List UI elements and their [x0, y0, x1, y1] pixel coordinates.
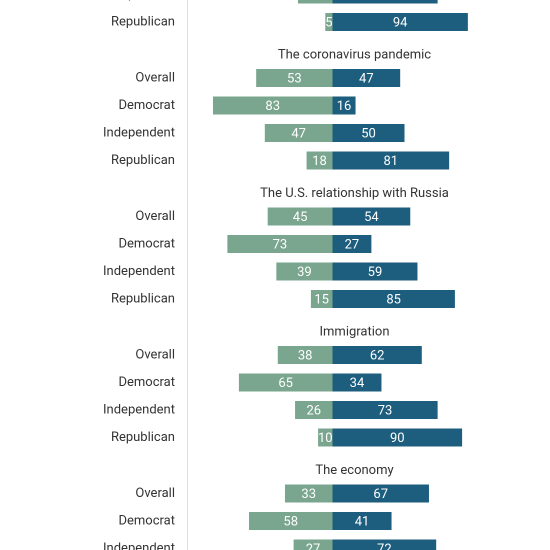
- row-label: Overall: [135, 209, 175, 224]
- bar-right: [332, 539, 437, 550]
- row-label: Republican: [111, 153, 175, 168]
- bar-left: [284, 484, 333, 503]
- bar-left: [306, 151, 333, 170]
- row-label: Overall: [135, 70, 175, 85]
- bar-left: [248, 512, 333, 530]
- group-title: The coronavirus pandemic: [278, 47, 431, 62]
- value-label: 5: [325, 15, 332, 30]
- row-label: Republican: [111, 291, 175, 306]
- value-label: 27: [345, 237, 360, 252]
- value-label: 85: [386, 292, 401, 307]
- row-label: Republican: [111, 14, 175, 29]
- bar-left: [267, 207, 333, 226]
- value-label: 81: [384, 154, 399, 169]
- value-label: 39: [297, 265, 312, 280]
- bar-left: [256, 69, 333, 87]
- bar-left: [264, 124, 333, 142]
- bar-left: [212, 96, 333, 115]
- bar-left: [310, 290, 333, 308]
- row-label: Independent: [103, 402, 175, 417]
- bar-right: [332, 373, 382, 392]
- row-label: Democrat: [118, 513, 175, 528]
- value-label: 33: [301, 487, 316, 502]
- value-label: 34: [350, 376, 365, 391]
- value-label: 16: [337, 99, 352, 114]
- value-label: 15: [314, 292, 329, 307]
- row-label: Democrat: [118, 98, 175, 113]
- value-label: 72: [377, 542, 392, 550]
- value-label: 45: [293, 210, 308, 225]
- bar-left: [318, 428, 333, 447]
- row-label: Overall: [135, 486, 175, 501]
- value-label: 27: [306, 542, 321, 550]
- bar-right: [332, 235, 372, 253]
- bar-left: [238, 373, 333, 392]
- row-label: Democrat: [118, 375, 175, 390]
- value-label: 73: [273, 237, 288, 252]
- value-label: 50: [361, 126, 376, 141]
- bar-right: [332, 484, 429, 503]
- value-label: 41: [355, 514, 370, 529]
- bar-right: [332, 428, 463, 447]
- bar-right: [332, 512, 392, 530]
- value-label: 47: [359, 71, 374, 86]
- value-label: 83: [265, 99, 280, 114]
- row-label: Republican: [111, 430, 175, 445]
- value-label: 90: [390, 431, 405, 446]
- bar-left: [227, 235, 333, 253]
- value-label: 62: [370, 348, 385, 363]
- value-label: 73: [378, 0, 393, 3]
- bar-right: [332, 96, 356, 115]
- row-label: Overall: [135, 347, 175, 362]
- value-label: 65: [278, 376, 293, 391]
- bar-right: [332, 401, 438, 419]
- group-title: The economy: [315, 463, 393, 478]
- bar-left: [277, 346, 333, 364]
- value-label: 54: [364, 210, 379, 225]
- bar-right: [332, 290, 455, 308]
- bar-right: [332, 124, 405, 142]
- row-label: Democrat: [118, 236, 175, 251]
- bar-left: [293, 539, 333, 550]
- value-label: 24: [308, 0, 323, 3]
- bar-left: [295, 401, 333, 419]
- bar-right: [332, 151, 450, 170]
- bar-right: [332, 207, 411, 226]
- value-label: 18: [312, 154, 327, 169]
- value-label: 47: [291, 126, 306, 141]
- row-label: Independent: [103, 0, 175, 2]
- value-label: 59: [368, 265, 383, 280]
- row-label: Independent: [103, 264, 175, 279]
- value-label: 94: [393, 15, 408, 30]
- bar-left: [297, 0, 333, 4]
- group-title: Immigration: [319, 324, 389, 339]
- bar-left: [276, 262, 333, 281]
- bar-right: [332, 262, 418, 281]
- bar-right: [332, 0, 438, 4]
- value-label: 26: [306, 403, 321, 418]
- bar-right: [332, 69, 401, 87]
- bar-right: [332, 13, 468, 31]
- bar-left: [325, 13, 333, 31]
- bar-right: [332, 346, 422, 364]
- row-label: Independent: [103, 125, 175, 140]
- value-label: 53: [287, 71, 302, 86]
- value-label: 10: [318, 431, 333, 446]
- value-label: 38: [298, 348, 313, 363]
- row-label: Independent: [103, 541, 175, 550]
- value-label: 73: [378, 403, 393, 418]
- group-title: The U.S. relationship with Russia: [260, 186, 449, 201]
- value-label: 67: [373, 487, 388, 502]
- value-label: 58: [283, 514, 298, 529]
